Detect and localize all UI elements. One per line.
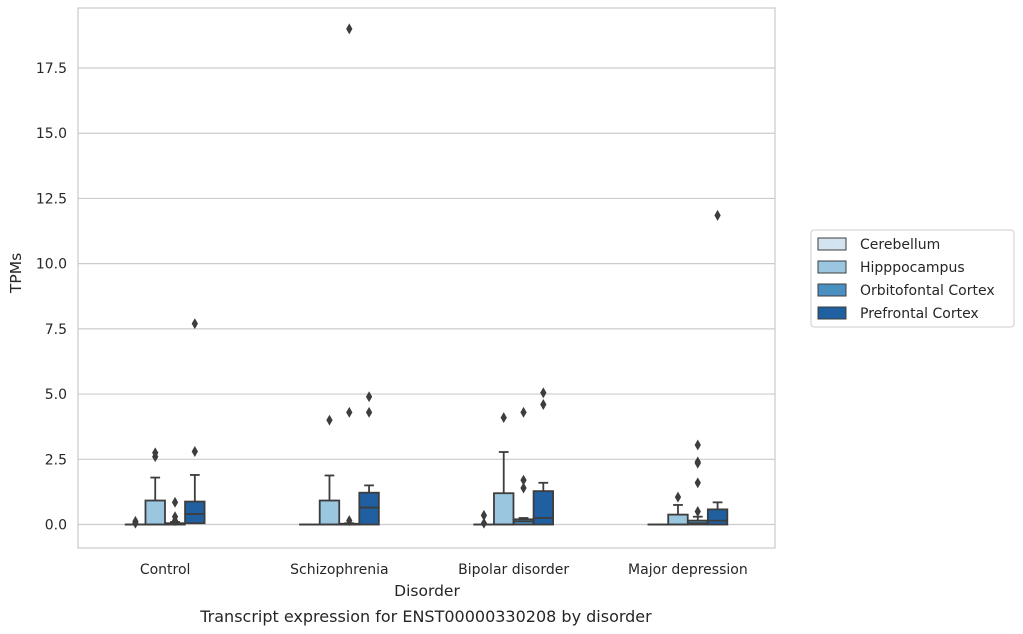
box-prefrontal-cortex [358, 391, 380, 526]
outlier-point [191, 318, 198, 330]
outlier-point [171, 511, 179, 523]
y-tick-label: 15.0 [36, 126, 67, 142]
box-hipppocampus [144, 447, 166, 526]
box-body [318, 499, 341, 526]
y-axis-label: TPMs [7, 253, 25, 294]
y-axis-ticks: 0.0 2.5 5.0 7.5 10.0 12.5 15.0 17.5 [36, 61, 67, 534]
outlier-point [152, 447, 159, 459]
outlier-point [132, 515, 139, 527]
x-axis-ticks: Control Schizophrenia Bipolar disorder Majo… [140, 562, 748, 578]
gridlines [78, 67, 775, 526]
outlier-point [520, 482, 527, 494]
legend-label: Hipppocampus [860, 260, 965, 276]
box-orbitofontal-cortex [338, 23, 360, 527]
box-body [706, 508, 729, 526]
y-tick-label: 17.5 [36, 61, 67, 77]
box-body [184, 500, 206, 525]
box-body [144, 499, 166, 526]
plot-frame [77, 7, 776, 549]
legend-swatch [817, 237, 847, 251]
legend-label: Orbitofontal Cortex [860, 283, 995, 299]
outlier-point [346, 23, 353, 35]
outlier-point [714, 209, 721, 221]
outlier-point [365, 391, 373, 403]
box-body [532, 490, 554, 526]
legend-label: Cerebellum [860, 237, 940, 253]
box-hipppocampus [667, 491, 689, 526]
outlier-point [520, 474, 527, 486]
box-plot-marks [124, 23, 729, 529]
box-hipppocampus [493, 412, 515, 526]
legend-swatch [817, 260, 847, 274]
box-orbitofontal-cortex [164, 496, 186, 527]
box-prefrontal-cortex [532, 387, 554, 526]
box-cerebellum [124, 515, 147, 529]
outlier-point [480, 517, 488, 529]
outlier-point [694, 477, 701, 489]
box-cerebellum [473, 509, 495, 529]
box-body [493, 492, 515, 526]
figure-caption: Transcript expression for ENST0000033020… [199, 607, 652, 626]
box-prefrontal-cortex [706, 209, 729, 526]
outlier-point [365, 406, 373, 418]
y-tick-label: 7.5 [45, 322, 67, 338]
x-tick-label: Bipolar disorder [458, 562, 569, 578]
legend-frame [810, 229, 1015, 328]
x-axis-label: Disorder [394, 582, 460, 600]
outlier-point [326, 414, 333, 426]
legend: Cerebellum Hipppocampus Orbitofontal Corte… [810, 229, 1015, 328]
box-prefrontal-cortex [184, 318, 206, 525]
outlier-point [674, 491, 682, 503]
y-tick-label: 0.0 [45, 518, 67, 534]
outlier-point [346, 406, 353, 418]
box-orbitofontal-cortex [687, 439, 709, 526]
outlier-point [694, 439, 701, 451]
y-tick-label: 2.5 [45, 452, 67, 468]
y-tick-label: 12.5 [36, 191, 67, 207]
box-hipppocampus [318, 414, 341, 526]
y-tick-label: 5.0 [45, 387, 67, 403]
outlier-point [171, 496, 179, 508]
outlier-point [694, 457, 701, 469]
x-tick-label: Schizophrenia [290, 562, 388, 578]
legend-label: Prefrontal Cortex [860, 306, 979, 322]
legend-swatch [817, 283, 847, 297]
outlier-point [346, 515, 353, 527]
x-tick-label: Control [140, 562, 191, 578]
outlier-point [191, 446, 198, 457]
outlier-point [500, 412, 507, 424]
legend-swatch [817, 306, 847, 320]
y-tick-label: 10.0 [36, 257, 67, 273]
box-orbitofontal-cortex [512, 406, 535, 526]
box-body [358, 491, 380, 526]
outlier-point [694, 506, 701, 517]
outlier-point [540, 399, 547, 410]
box-body [667, 513, 689, 526]
x-tick-label: Major depression [628, 562, 748, 578]
outlier-point [540, 387, 547, 399]
outlier-point [520, 406, 527, 418]
outlier-point [480, 509, 488, 521]
